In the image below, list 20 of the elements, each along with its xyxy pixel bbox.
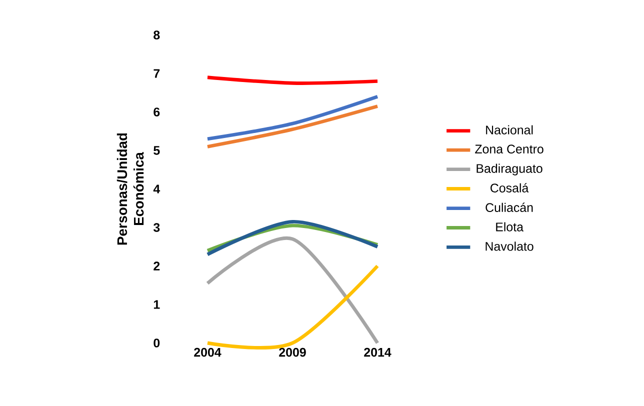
legend-label: Badiraguato — [476, 164, 542, 176]
y-tick-label: 8 — [154, 30, 160, 40]
x-tick-label: 2009 — [279, 348, 306, 357]
legend-label: Nacional — [486, 125, 533, 134]
x-tick-label: 2014 — [364, 348, 392, 357]
legend-label: Culiacán — [486, 202, 533, 212]
x-tick-label: 2004 — [194, 348, 222, 357]
legend-label: Zona Centro — [475, 144, 544, 154]
y-tick-label: 5 — [154, 146, 160, 155]
y-tick-label: 6 — [154, 108, 160, 116]
y-tick-label: 3 — [153, 223, 160, 232]
legend-label: Navolato — [486, 242, 534, 251]
y-tick-label: 0 — [154, 338, 160, 348]
legend-label: Cosalá — [490, 183, 529, 192]
y-tick-label: 1 — [154, 300, 160, 309]
y-tick-label: 7 — [154, 69, 160, 78]
y-axis-title: Personas/Unidad Económica — [116, 133, 144, 245]
y-tick-label: 2 — [154, 262, 160, 270]
y-tick-label: 4 — [153, 184, 160, 194]
legend-label: Elota — [496, 222, 524, 232]
